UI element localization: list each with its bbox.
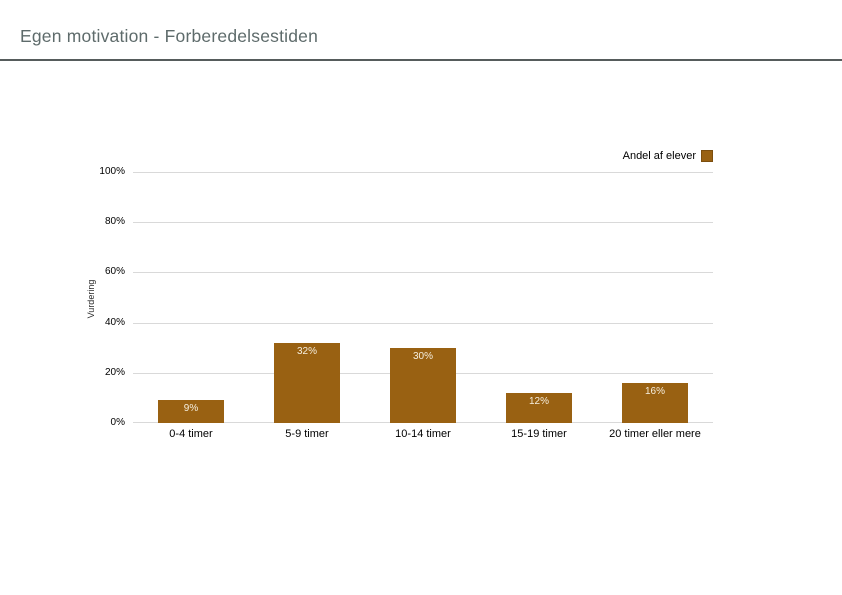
bar-value-label: 32% [296, 346, 317, 357]
bar-value-label: 9% [183, 403, 199, 414]
page-title: Egen motivation - Forberedelsestiden [20, 26, 319, 46]
y-tick-label: 40% [104, 317, 125, 328]
legend-label: Andel af elever [622, 150, 696, 162]
x-tick-label: 10-14 timer [395, 428, 451, 440]
y-tick-label: 20% [104, 367, 125, 378]
y-tick-label: 60% [104, 266, 125, 277]
bar [622, 383, 688, 423]
y-tick-label: 80% [104, 216, 125, 227]
gridline [133, 323, 713, 324]
gridline [133, 222, 713, 223]
x-tick-label: 15-19 timer [511, 428, 567, 440]
x-tick-label: 0-4 timer [169, 428, 213, 440]
bar-value-label: 16% [644, 386, 665, 397]
bar [506, 393, 572, 423]
legend-swatch [701, 150, 713, 162]
plot-area: 0% 20% 40% 60% 80% 100% 9% 0-4 timer 32% 5-9 time… [99, 166, 713, 440]
x-tick-label: 5-9 timer [285, 428, 329, 440]
gridline [133, 272, 713, 273]
gridline [133, 172, 713, 173]
title-divider [0, 59, 842, 61]
bar [158, 400, 224, 423]
y-tick-label: 100% [99, 166, 125, 177]
bar [274, 343, 340, 423]
chart-legend: Andel af elever [623, 150, 713, 162]
bar [390, 348, 456, 423]
bar-value-label: 12% [528, 396, 549, 407]
x-tick-label: 20 timer eller mere [609, 428, 701, 440]
bar-value-label: 30% [412, 351, 433, 362]
y-tick-label: 0% [110, 417, 125, 428]
